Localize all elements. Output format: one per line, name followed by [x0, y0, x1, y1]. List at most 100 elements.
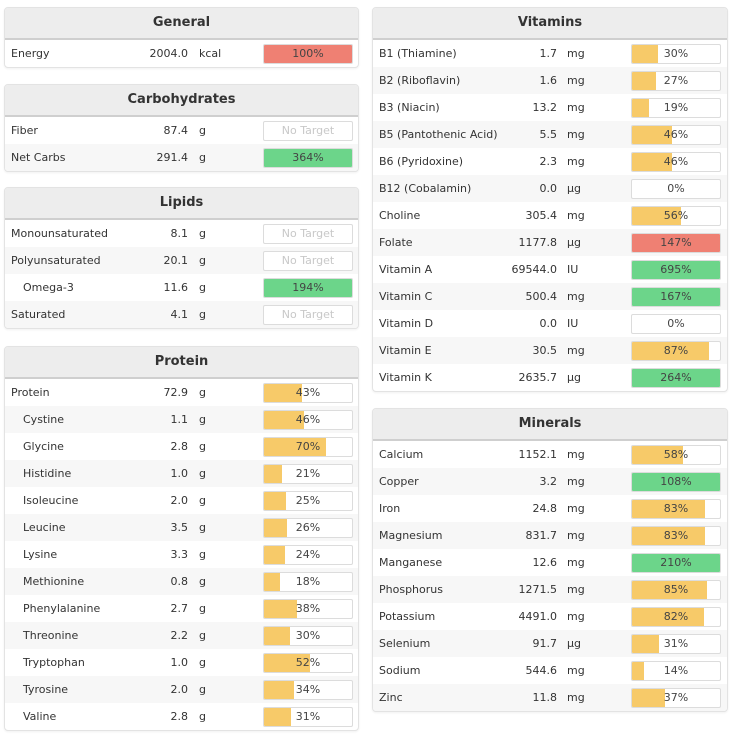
nutrient-row[interactable]: Saturated 4.1 g No Target: [5, 301, 358, 328]
nutrient-row[interactable]: Fiber 87.4 g No Target: [5, 117, 358, 144]
target-percent: 108%: [660, 475, 692, 488]
nutrient-amount: 500.4: [525, 290, 558, 303]
progress-fill: [264, 279, 352, 297]
nutrient-row[interactable]: Choline 305.4 mg 56%: [373, 202, 727, 229]
nutrient-row[interactable]: Threonine 2.2 g 30%: [5, 622, 358, 649]
nutrient-row[interactable]: Calcium 1152.1 mg 58%: [373, 441, 727, 468]
nutrient-row[interactable]: Folate 1177.8 µg 147%: [373, 229, 727, 256]
nutrient-row[interactable]: B1 (Thiamine) 1.7 mg 30%: [373, 40, 727, 67]
target-progress-bar: 264%: [631, 368, 721, 388]
target-percent: No Target: [281, 308, 335, 321]
progress-fill: [264, 708, 292, 726]
nutrient-row[interactable]: B2 (Riboflavin) 1.6 mg 27%: [373, 67, 727, 94]
nutrient-row[interactable]: Leucine 3.5 g 26%: [5, 514, 358, 541]
nutrient-unit: g: [199, 548, 206, 561]
nutrient-name: Vitamin K: [379, 371, 432, 384]
target-progress-bar: 147%: [631, 233, 721, 253]
nutrient-row[interactable]: Isoleucine 2.0 g 25%: [5, 487, 358, 514]
panel-title: Lipids: [5, 188, 358, 220]
nutrient-row[interactable]: B12 (Cobalamin) 0.0 µg 0%: [373, 175, 727, 202]
nutrient-row[interactable]: Copper 3.2 mg 108%: [373, 468, 727, 495]
target-progress-bar: 70%: [263, 437, 353, 457]
nutrient-name: Selenium: [379, 637, 431, 650]
target-progress-bar: No Target: [263, 251, 353, 271]
nutrient-row[interactable]: Vitamin D 0.0 IU 0%: [373, 310, 727, 337]
nutrient-row[interactable]: Vitamin C 500.4 mg 167%: [373, 283, 727, 310]
nutrient-row[interactable]: Zinc 11.8 mg 37%: [373, 684, 727, 711]
nutrient-name: Phosphorus: [379, 583, 443, 596]
nutrient-row[interactable]: B3 (Niacin) 13.2 mg 19%: [373, 94, 727, 121]
nutrient-unit: mg: [567, 664, 585, 677]
nutrient-row[interactable]: Vitamin K 2635.7 µg 264%: [373, 364, 727, 391]
nutrient-unit: mg: [567, 101, 585, 114]
target-progress-bar: 14%: [631, 661, 721, 681]
nutrient-name: Methionine: [23, 575, 85, 588]
target-progress-bar: 43%: [263, 383, 353, 403]
nutrient-name: Tryptophan: [23, 656, 85, 669]
nutrient-row[interactable]: B5 (Pantothenic Acid) 5.5 mg 46%: [373, 121, 727, 148]
nutrient-row[interactable]: Polyunsaturated 20.1 g No Target: [5, 247, 358, 274]
nutrient-unit: µg: [567, 182, 581, 195]
nutrient-row[interactable]: Energy 2004.0 kcal 100%: [5, 40, 358, 67]
nutrient-row[interactable]: Monounsaturated 8.1 g No Target: [5, 220, 358, 247]
nutrient-row[interactable]: B6 (Pyridoxine) 2.3 mg 46%: [373, 148, 727, 175]
nutrient-row[interactable]: Histidine 1.0 g 21%: [5, 460, 358, 487]
progress-fill: [632, 288, 720, 306]
target-progress-bar: 46%: [263, 410, 353, 430]
nutrient-row[interactable]: Vitamin E 30.5 mg 87%: [373, 337, 727, 364]
target-progress-bar: 38%: [263, 599, 353, 619]
nutrient-unit: g: [199, 710, 206, 723]
nutrient-row[interactable]: Cystine 1.1 g 46%: [5, 406, 358, 433]
target-progress-bar: 19%: [631, 98, 721, 118]
nutrient-amount: 1.1: [170, 413, 189, 426]
target-progress-bar: 210%: [631, 553, 721, 573]
nutrient-row[interactable]: Tryptophan 1.0 g 52%: [5, 649, 358, 676]
nutrient-row[interactable]: Phosphorus 1271.5 mg 85%: [373, 576, 727, 603]
target-percent: 31%: [295, 710, 321, 723]
nutrient-row[interactable]: Methionine 0.8 g 18%: [5, 568, 358, 595]
nutrient-row[interactable]: Selenium 91.7 µg 31%: [373, 630, 727, 657]
nutrient-row[interactable]: Sodium 544.6 mg 14%: [373, 657, 727, 684]
nutrient-unit: kcal: [199, 47, 222, 60]
nutrient-row[interactable]: Tyrosine 2.0 g 34%: [5, 676, 358, 703]
nutrient-row[interactable]: Iron 24.8 mg 83%: [373, 495, 727, 522]
nutrient-amount: 3.5: [170, 521, 189, 534]
target-progress-bar: 26%: [263, 518, 353, 538]
nutrient-row[interactable]: Valine 2.8 g 31%: [5, 703, 358, 730]
panel-lipids: Lipids Monounsaturated 8.1 g No Target Polyun…: [4, 187, 359, 329]
nutrient-row[interactable]: Lysine 3.3 g 24%: [5, 541, 358, 568]
nutrient-row[interactable]: Phenylalanine 2.7 g 38%: [5, 595, 358, 622]
nutrient-amount: 0.0: [539, 317, 558, 330]
nutrient-name: Phenylalanine: [23, 602, 101, 615]
nutrient-name: Lysine: [23, 548, 58, 561]
nutrient-row[interactable]: Magnesium 831.7 mg 83%: [373, 522, 727, 549]
nutrient-row[interactable]: Omega-3 11.6 g 194%: [5, 274, 358, 301]
nutrient-amount: 2635.7: [518, 371, 558, 384]
nutrient-amount: 305.4: [525, 209, 558, 222]
panel-carbohydrates: Carbohydrates Fiber 87.4 g No Target Net Carb…: [4, 84, 359, 172]
nutrient-unit: mg: [567, 556, 585, 569]
nutrient-row[interactable]: Manganese 12.6 mg 210%: [373, 549, 727, 576]
nutrient-row[interactable]: Net Carbs 291.4 g 364%: [5, 144, 358, 171]
target-percent: 87%: [663, 344, 689, 357]
nutrient-unit: g: [199, 575, 206, 588]
nutrient-row[interactable]: Protein 72.9 g 43%: [5, 379, 358, 406]
progress-fill: [264, 654, 310, 672]
target-percent: No Target: [281, 227, 335, 240]
nutrient-row[interactable]: Vitamin A 69544.0 IU 695%: [373, 256, 727, 283]
nutrient-name: Isoleucine: [23, 494, 79, 507]
nutrient-amount: 5.5: [539, 128, 558, 141]
nutrient-row[interactable]: Potassium 4491.0 mg 82%: [373, 603, 727, 630]
target-progress-bar: 52%: [263, 653, 353, 673]
nutrient-unit: mg: [567, 47, 585, 60]
nutrient-amount: 4491.0: [518, 610, 558, 623]
target-percent: 18%: [295, 575, 321, 588]
target-progress-bar: 25%: [263, 491, 353, 511]
nutrient-unit: µg: [567, 637, 581, 650]
target-percent: 38%: [295, 602, 321, 615]
nutrient-amount: 69544.0: [511, 263, 558, 276]
progress-fill: [632, 369, 720, 387]
progress-fill: [264, 438, 326, 456]
nutrient-row[interactable]: Glycine 2.8 g 70%: [5, 433, 358, 460]
nutrient-name: Folate: [379, 236, 413, 249]
